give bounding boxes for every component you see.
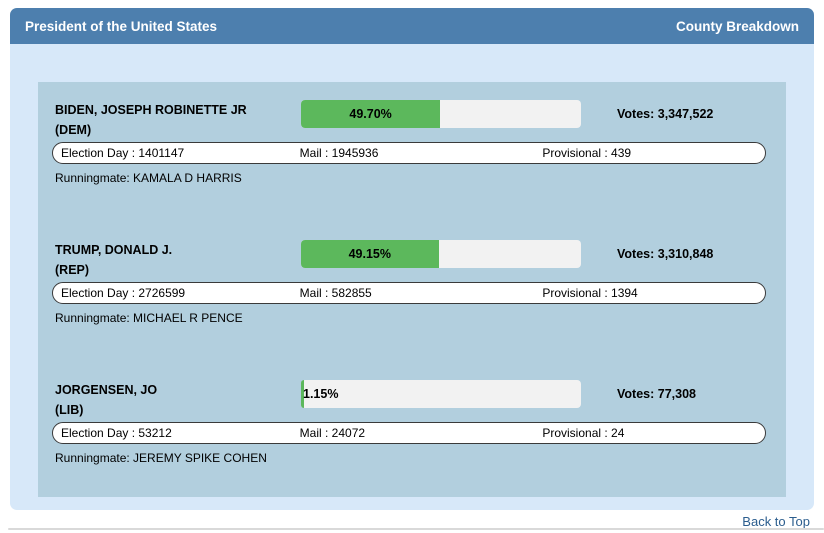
provisional-votes: Provisional : 24 (542, 426, 625, 440)
candidate-summary-row: TRUMP, DONALD J. (REP) 49.15% Votes: 3,3… (38, 240, 786, 280)
mail-votes: Mail : 582855 (299, 286, 372, 300)
vote-type-breakdown: Election Day : 2726599 Mail : 582855 Pro… (52, 282, 766, 304)
mail-votes: Mail : 24072 (299, 426, 366, 440)
bottom-divider (8, 528, 824, 530)
candidate-summary-row: BIDEN, JOSEPH ROBINETTE JR (DEM) 49.70% … (38, 100, 786, 140)
votes-total: Votes: 77,308 (617, 387, 696, 401)
candidate-party: (DEM) (55, 123, 92, 137)
candidate-name: BIDEN, JOSEPH ROBINETTE JR (55, 103, 247, 117)
candidate-party: (REP) (55, 263, 90, 277)
vote-percentage-label: 1.15% (303, 387, 339, 401)
candidate-name: JORGENSEN, JO (55, 383, 158, 397)
contest-title: President of the United States (25, 18, 218, 34)
provisional-votes: Provisional : 1394 (542, 286, 638, 300)
votes-total: Votes: 3,347,522 (617, 107, 714, 121)
candidate-name-block: BIDEN, JOSEPH ROBINETTE JR (DEM) (55, 100, 301, 140)
candidate-entry: BIDEN, JOSEPH ROBINETTE JR (DEM) 49.70% … (38, 100, 786, 185)
mail-votes: Mail : 1945936 (299, 146, 379, 160)
provisional-votes: Provisional : 439 (542, 146, 632, 160)
runningmate: Runningmate: KAMALA D HARRIS (55, 171, 242, 185)
vote-type-breakdown: Election Day : 1401147 Mail : 1945936 Pr… (52, 142, 766, 164)
candidate-party: (LIB) (55, 403, 84, 417)
contest-card: President of the United States County Br… (10, 8, 814, 510)
runningmate: Runningmate: MICHAEL R PENCE (55, 311, 243, 325)
candidate-summary-row: JORGENSEN, JO (LIB) 1.15% Votes: 77,308 (38, 380, 786, 420)
runningmate: Runningmate: JEREMY SPIKE COHEN (55, 451, 267, 465)
election-day-votes: Election Day : 53212 (61, 426, 172, 440)
election-day-votes: Election Day : 1401147 (61, 146, 185, 160)
candidate-name-block: JORGENSEN, JO (LIB) (55, 380, 301, 420)
candidate-entry: TRUMP, DONALD J. (REP) 49.15% Votes: 3,3… (38, 240, 786, 325)
vote-percentage-fill (301, 240, 439, 268)
candidate-name: TRUMP, DONALD J. (55, 243, 173, 257)
candidates-panel: BIDEN, JOSEPH ROBINETTE JR (DEM) 49.70% … (38, 82, 786, 497)
vote-percentage-label: 49.70% (349, 107, 392, 121)
candidate-entry: JORGENSEN, JO (LIB) 1.15% Votes: 77,308 … (38, 380, 786, 465)
vote-type-breakdown: Election Day : 53212 Mail : 24072 Provis… (52, 422, 766, 444)
vote-percentage-fill (301, 380, 305, 408)
county-breakdown-link[interactable]: County Breakdown (675, 18, 799, 34)
election-day-votes: Election Day : 2726599 (61, 286, 186, 300)
vote-percentage-fill (301, 100, 441, 128)
candidate-name-block: TRUMP, DONALD J. (REP) (55, 240, 301, 280)
vote-percentage-bar: 49.15% (301, 240, 581, 268)
contest-body: BIDEN, JOSEPH ROBINETTE JR (DEM) 49.70% … (10, 44, 814, 510)
vote-percentage-bar: 49.70% (301, 100, 581, 128)
back-to-top-link[interactable]: Back to Top (742, 514, 810, 529)
footer-row: Back to Top (742, 513, 810, 531)
vote-percentage-bar: 1.15% (301, 380, 581, 408)
contest-header: President of the United States County Br… (10, 8, 814, 44)
votes-total: Votes: 3,310,848 (617, 247, 714, 261)
vote-percentage-label: 49.15% (348, 247, 391, 261)
